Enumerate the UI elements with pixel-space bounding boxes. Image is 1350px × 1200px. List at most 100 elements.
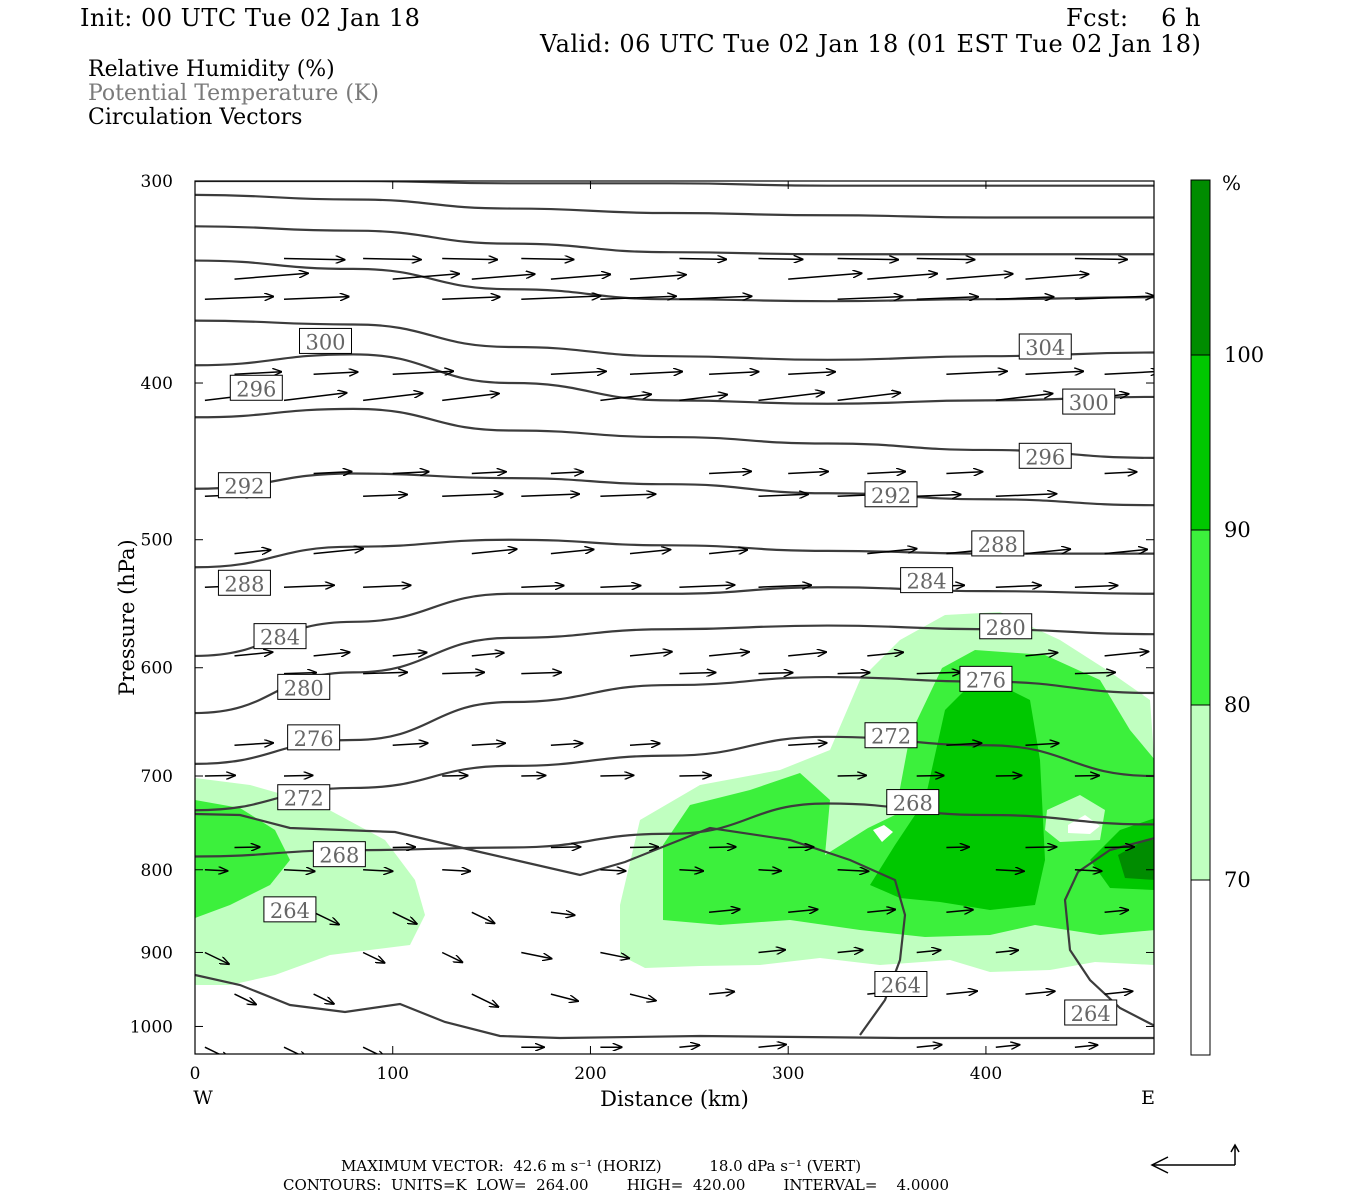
x-tick-label: 0 [190, 1064, 201, 1084]
vector-arrow [946, 910, 972, 913]
vector-arrow [837, 393, 901, 402]
vector-arrow [363, 259, 421, 260]
contour-label-text: 292 [224, 475, 264, 499]
vector-arrow [946, 472, 982, 474]
vector-arrow [629, 743, 660, 745]
vector-arrow [521, 776, 545, 777]
vector-arrow [471, 472, 506, 474]
vector-arrow [550, 912, 575, 915]
vector-arrow [550, 371, 606, 374]
vector-arrow [867, 472, 905, 474]
contour-note: CONTOURS: UNITS=K LOW= 264.00 HIGH= 420.… [283, 1176, 949, 1194]
vector-arrow [313, 549, 363, 555]
vector-arrow [313, 652, 350, 656]
vector-arrow [600, 586, 640, 588]
x-east-label: E [1141, 1087, 1155, 1109]
contour-label: 304 [1018, 333, 1072, 360]
contour-label: 288 [971, 530, 1025, 557]
y-tick-label: 700 [141, 767, 173, 787]
forecast-hour: Fcst: 6 h [1066, 4, 1202, 32]
y-tick-label: 1000 [130, 1017, 173, 1037]
vector-arrow [471, 274, 535, 280]
colorbar-unit: % [1222, 171, 1241, 195]
vector-arrow [392, 274, 459, 280]
vector-arrow [946, 274, 1012, 280]
rh-dry-hole-1 [873, 825, 893, 842]
vector-arrow [313, 372, 358, 374]
x-tick-label: 300 [772, 1064, 804, 1084]
colorbar-80-90 [1190, 529, 1211, 706]
vector-arrow [234, 550, 271, 554]
vector-arrow [204, 951, 229, 965]
vector-arrow [600, 394, 651, 402]
vector-arrow [629, 372, 682, 375]
vector-arrow [946, 743, 981, 745]
vector-arrow [709, 471, 751, 473]
contour-label-text: 288 [978, 533, 1018, 557]
contour-label-text: 264 [1071, 1002, 1111, 1026]
contour-label: 280 [979, 613, 1033, 640]
vector-arrow [1025, 549, 1071, 555]
vector-arrow [1104, 472, 1137, 474]
vector-arrow [758, 950, 786, 953]
valid-time: Valid: 06 UTC Tue 02 Jan 18 (01 EST Tue … [540, 30, 1202, 58]
vector-arrow [363, 393, 423, 402]
x-tick-label: 200 [574, 1064, 606, 1084]
vector-arrow [1104, 549, 1148, 555]
vector-arrow [521, 586, 563, 588]
vector-arrow [521, 259, 573, 260]
contour-label-text: 268 [893, 792, 933, 816]
theta-line-t300 [195, 353, 1154, 405]
contour-labels: 300 296 304 300 292 296 292 288 288 284 284 280 280 2… [217, 327, 1118, 1026]
vector-arrow [679, 775, 711, 776]
vector-arrow [471, 549, 517, 555]
vector-arrow [1104, 371, 1154, 374]
vector-arrow [758, 1045, 786, 1048]
vector-arrow [1074, 259, 1127, 260]
rh-90-area-center [870, 680, 1045, 910]
vector-arrow [867, 652, 903, 656]
vector-arrow [1104, 910, 1129, 912]
colorbar-70 [1190, 879, 1211, 1056]
init-time: Init: 00 UTC Tue 02 Jan 18 [80, 4, 421, 32]
vector-arrow [709, 652, 749, 656]
vector-arrow [995, 870, 1024, 871]
max-vector-note: MAXIMUM VECTOR: 42.6 m s⁻¹ (HORIZ) 18.0 … [341, 1157, 862, 1175]
vector-arrow [946, 847, 968, 848]
contour-label: 272 [864, 722, 918, 749]
vector-arrow [709, 847, 736, 848]
contour-label-text: 276 [294, 727, 334, 751]
vector-arrow [837, 259, 899, 260]
vector-arrow [1074, 586, 1118, 588]
theta-surface [195, 973, 1154, 1040]
colorbar-90-100 [1190, 354, 1211, 531]
x-west-label: W [193, 1087, 213, 1109]
vector-arrow [837, 775, 867, 776]
vector-arrow [995, 585, 1041, 587]
vector-arrow [1025, 371, 1084, 374]
contour-label-text: 284 [907, 570, 947, 594]
y-tick-label: 400 [141, 374, 173, 394]
vector-arrow [1074, 776, 1099, 777]
vector-arrow [283, 259, 345, 260]
vector-arrow [283, 775, 313, 776]
contour-label: 268 [886, 789, 940, 816]
theta-line-t284 [195, 586, 1154, 658]
vector-arrow [550, 847, 580, 848]
contour-label-text: 284 [260, 626, 300, 650]
vector-arrow [709, 372, 758, 375]
theta-line-t292 [195, 472, 1154, 507]
contour-label-text: 300 [1069, 391, 1109, 415]
vector-arrow [550, 472, 583, 474]
vector-arrow [521, 296, 600, 299]
contour-label-text: 268 [319, 844, 359, 868]
y-tick-label: 800 [141, 861, 173, 881]
vector-arrow [283, 393, 347, 402]
vector-arrow [758, 585, 812, 587]
colorbar-label: 90 [1224, 518, 1251, 542]
vector-arrow [1025, 743, 1059, 745]
vector-arrow [916, 259, 975, 260]
vector-arrow [362, 1046, 386, 1054]
vector-arrow [916, 297, 978, 299]
